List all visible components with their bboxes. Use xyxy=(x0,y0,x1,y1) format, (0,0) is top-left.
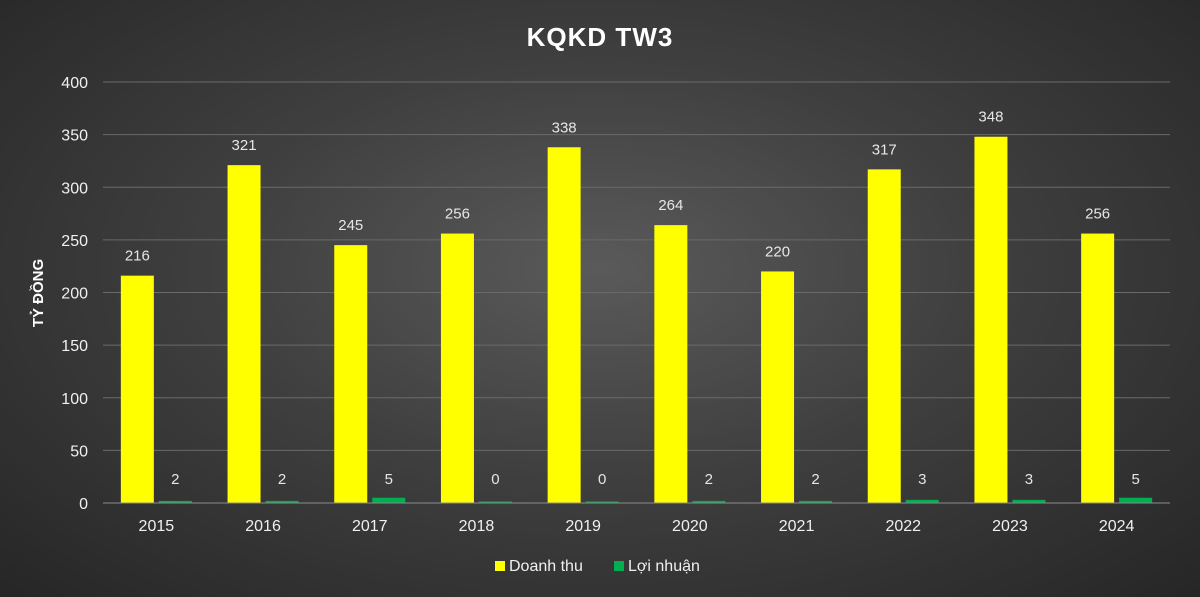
revenue-bar xyxy=(867,169,901,504)
revenue-bar xyxy=(227,165,261,503)
legend-label-revenue: Doanh thu xyxy=(509,558,583,575)
revenue-data-label: 245 xyxy=(338,217,363,234)
y-axis-ticks: 0 50 100 150 200 250 300 350 400 xyxy=(61,75,88,513)
bars xyxy=(120,136,1153,504)
revenue-bar xyxy=(120,275,154,503)
x-tick-label: 2015 xyxy=(139,518,175,535)
legend-swatch-revenue xyxy=(495,561,505,571)
y-tick-label: 300 xyxy=(61,180,88,197)
y-tick-label: 100 xyxy=(61,391,88,408)
revenue-data-label: 256 xyxy=(445,206,470,223)
revenue-data-label: 216 xyxy=(125,248,150,265)
x-axis-ticks: 2015 2016 2017 2018 2019 2020 2021 2022 2023 2024 xyxy=(139,518,1135,535)
x-tick-label: 2022 xyxy=(885,518,921,535)
profit-data-label: 2 xyxy=(705,471,713,488)
legend-label-profit: Lợi nhuận xyxy=(628,558,700,575)
x-tick-label: 2018 xyxy=(459,518,495,535)
profit-bar xyxy=(158,500,192,503)
profit-bar xyxy=(1012,499,1046,503)
revenue-data-label: 264 xyxy=(658,197,683,214)
x-tick-label: 2023 xyxy=(992,518,1028,535)
profit-data-label: 5 xyxy=(385,471,393,488)
y-tick-label: 250 xyxy=(61,233,88,250)
profit-data-label: 3 xyxy=(1025,471,1033,488)
x-tick-label: 2020 xyxy=(672,518,708,535)
profit-data-label: 2 xyxy=(171,471,179,488)
profit-bar xyxy=(478,501,512,503)
revenue-data-label: 317 xyxy=(872,141,897,158)
legend: Doanh thu Lợi nhuận xyxy=(495,558,700,575)
profit-data-label: 0 xyxy=(598,471,606,488)
profit-data-label: 3 xyxy=(918,471,926,488)
profit-bar xyxy=(692,500,726,503)
profit-data-label: 2 xyxy=(278,471,286,488)
revenue-bar xyxy=(761,271,795,503)
revenue-bar xyxy=(974,136,1008,504)
revenue-bar xyxy=(334,245,368,503)
profit-bar xyxy=(585,501,619,503)
profit-data-label: 2 xyxy=(811,471,819,488)
x-tick-label: 2019 xyxy=(565,518,601,535)
y-tick-label: 350 xyxy=(61,128,88,145)
legend-swatch-profit xyxy=(614,561,624,571)
profit-bar xyxy=(799,500,833,503)
revenue-data-label: 220 xyxy=(765,243,790,260)
revenue-data-label: 348 xyxy=(978,109,1003,126)
y-tick-label: 150 xyxy=(61,338,88,355)
y-axis-label: TỶ ĐỒNG xyxy=(29,259,47,327)
profit-data-label: 5 xyxy=(1131,471,1139,488)
revenue-data-label: 256 xyxy=(1085,206,1110,223)
data-labels: 216 2 321 2 245 5 256 0 338 0 264 2 220 2 317 3 348 3 256 5 xyxy=(125,109,1140,488)
revenue-bar xyxy=(1081,233,1115,503)
y-tick-label: 200 xyxy=(61,286,88,303)
profit-data-label: 0 xyxy=(491,471,499,488)
x-tick-label: 2024 xyxy=(1099,518,1135,535)
revenue-bar xyxy=(654,225,688,503)
profit-bar xyxy=(265,500,299,503)
revenue-data-label: 338 xyxy=(552,119,577,136)
profit-bar xyxy=(372,497,406,503)
grid-lines xyxy=(103,81,1170,451)
x-tick-label: 2021 xyxy=(779,518,815,535)
y-tick-label: 50 xyxy=(70,443,88,460)
profit-bar xyxy=(1119,497,1153,503)
chart-title: KQKD TW3 xyxy=(527,22,674,52)
y-tick-label: 0 xyxy=(79,496,88,513)
revenue-bar xyxy=(440,233,474,503)
y-tick-label: 400 xyxy=(61,75,88,92)
x-tick-label: 2017 xyxy=(352,518,388,535)
revenue-data-label: 321 xyxy=(232,137,257,154)
x-tick-label: 2016 xyxy=(245,518,281,535)
profit-bar xyxy=(905,499,939,503)
revenue-bar xyxy=(547,147,581,503)
